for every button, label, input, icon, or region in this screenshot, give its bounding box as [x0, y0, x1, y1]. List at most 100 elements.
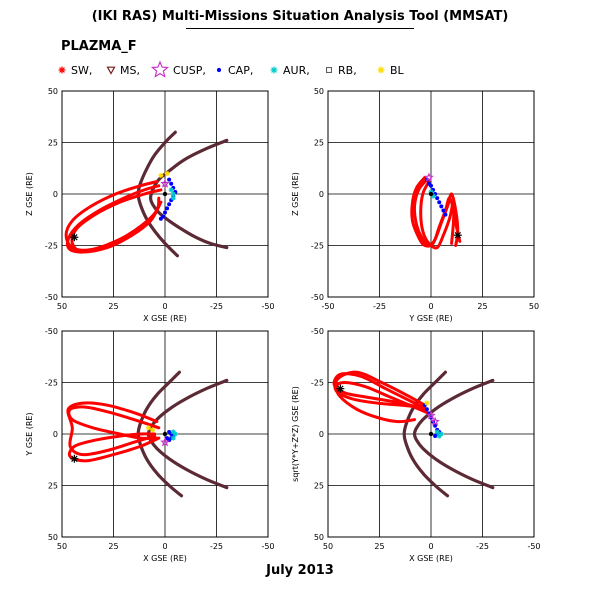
legend-label: CAP,: [228, 64, 253, 77]
legend-marker-square: [326, 67, 332, 73]
x-tick-label: 25: [374, 542, 384, 551]
legend-item: CAP,: [216, 64, 253, 77]
legend-item: RB,: [326, 64, 357, 77]
y-tick-label: 0: [53, 190, 58, 199]
cap-point: [437, 200, 442, 205]
aur-point: [168, 187, 174, 193]
title-underline: [186, 28, 414, 29]
boundary-bow_shock: [402, 370, 450, 498]
cap-point: [435, 196, 440, 201]
x-axis-label: X GSE (RE): [409, 554, 453, 563]
x-tick-label: 50: [57, 302, 67, 311]
x-tick-label: -50: [527, 542, 540, 551]
plot-data: [410, 172, 462, 250]
plot-data: [64, 130, 229, 258]
y-tick-label: 25: [314, 139, 324, 148]
y-tick-label: -25: [45, 242, 58, 251]
y-axis-label: Y GSE (RE): [25, 412, 34, 456]
y-axis-label: sqrt(Y*Y+Z*Z) GSE (RE): [291, 386, 300, 482]
earth-marker: [428, 191, 434, 197]
bl-point: [424, 400, 430, 406]
y-tick-label: 50: [48, 533, 58, 542]
y-axis-label: Z GSE (RE): [291, 172, 300, 216]
legend-label: MS,: [120, 64, 140, 77]
plot-panels: 50 25 0 -25 -50 50 25 0 -25 -50 X GSE (RE) Z GSE (R…: [25, 87, 541, 563]
x-tick-label: -25: [476, 542, 489, 551]
x-tick-label: -50: [261, 302, 274, 311]
legend-item: MS,: [106, 64, 140, 77]
x-tick-label: -50: [321, 302, 334, 311]
x-tick-label: -25: [210, 542, 223, 551]
plot-panel-xr: 50 25 0 -25 -50 -50 -25 0 25 50 X GSE (RE) sqrt(Y*Y…: [291, 327, 541, 563]
y-tick-label: 25: [314, 482, 324, 491]
cap-point: [163, 210, 167, 215]
plot-data: [332, 370, 495, 498]
orbit-orbit_3: [334, 381, 431, 424]
y-tick-label: -25: [311, 242, 324, 251]
earth-marker: [162, 431, 168, 437]
orbit-start-marker: [70, 454, 79, 463]
instrument-label: PLAZMA_F: [61, 39, 137, 54]
y-tick-label: -50: [45, 327, 58, 336]
x-tick-label: 0: [428, 302, 433, 311]
x-tick-label: 0: [162, 542, 167, 551]
y-tick-label: 25: [48, 482, 58, 491]
legend-label: CUSP,: [173, 64, 206, 77]
cusp-point: [160, 437, 170, 447]
cap-point: [424, 407, 429, 412]
y-tick-label: -50: [311, 327, 324, 336]
cap-point: [439, 204, 444, 209]
orbit-start-marker: [70, 233, 79, 242]
legend-marker-asterisk: [377, 66, 385, 74]
cap-point: [443, 212, 448, 217]
plot-panel-xy: 50 25 0 -25 -50 -50 -25 0 25 50 X GSE (RE) Y GSE (R…: [25, 327, 275, 563]
legend-label: AUR,: [283, 64, 310, 77]
orbit-orbit_3: [410, 176, 456, 248]
legend-label: BL: [390, 64, 405, 77]
plot-frame: [61, 90, 269, 298]
x-tick-label: 50: [323, 542, 333, 551]
y-tick-label: 0: [319, 190, 324, 199]
aur-point: [170, 435, 176, 441]
cap-point: [167, 202, 172, 207]
legend-label: SW,: [71, 64, 92, 77]
plot-data: [66, 370, 229, 498]
plot-frame: [327, 330, 535, 538]
y-tick-label: -25: [311, 379, 324, 388]
bl-point: [150, 427, 156, 433]
orbit-start-marker: [336, 384, 345, 393]
cusp-point: [430, 416, 440, 426]
cap-point: [441, 208, 446, 213]
y-tick-label: 0: [319, 430, 324, 439]
x-tick-label: 0: [162, 302, 167, 311]
legend-label: RB,: [338, 64, 357, 77]
cap-point: [165, 436, 170, 441]
y-tick-label: 50: [314, 87, 324, 96]
cap-point: [433, 423, 438, 428]
aur-point: [172, 431, 178, 437]
cusp-point: [424, 172, 434, 182]
orbit-orbit_2: [333, 370, 427, 409]
x-tick-label: 50: [57, 542, 67, 551]
bl-point: [146, 425, 152, 431]
aur-point: [170, 195, 176, 201]
cusp-point: [160, 178, 170, 188]
cap-point: [169, 181, 174, 186]
bl-point: [164, 170, 170, 176]
cusp-point: [426, 410, 436, 420]
legend-marker-asterisk: [58, 66, 66, 74]
y-tick-label: 0: [53, 430, 58, 439]
x-tick-label: 25: [477, 302, 487, 311]
orbit-orbit_2: [67, 432, 161, 463]
orbit-orbit_2: [419, 180, 462, 250]
y-axis-label: Z GSE (RE): [25, 172, 34, 216]
legend-item: AUR,: [270, 64, 310, 77]
earth-marker: [428, 431, 434, 437]
cap-point: [167, 177, 172, 182]
x-tick-label: 0: [428, 542, 433, 551]
x-tick-label: 25: [108, 542, 118, 551]
legend-marker-dot: [216, 67, 222, 73]
x-tick-label: -50: [261, 542, 274, 551]
y-tick-label: 25: [48, 139, 58, 148]
